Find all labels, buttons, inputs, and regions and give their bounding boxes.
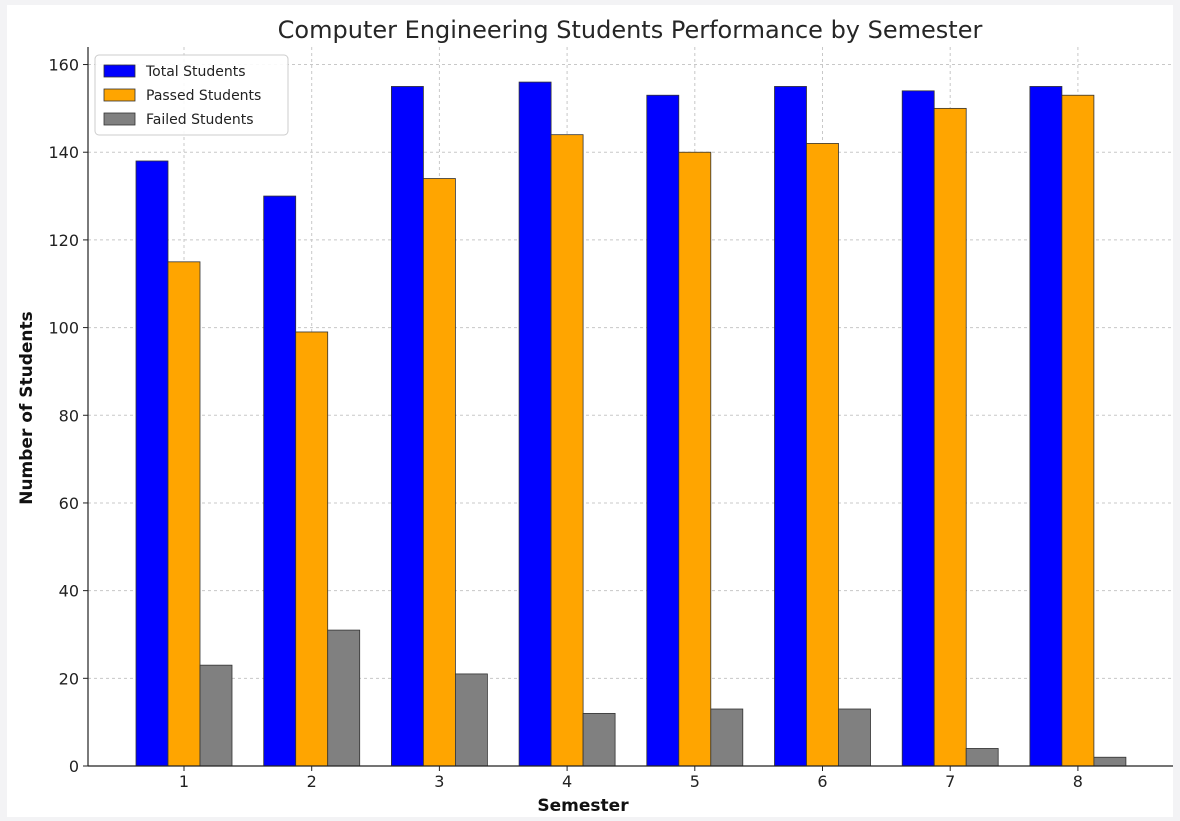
bar-failed-students	[965, 748, 999, 767]
x-tick-label: 3	[434, 772, 444, 791]
bar-passed-students	[550, 134, 584, 767]
bar-passed-students	[933, 107, 967, 767]
y-tick-label: 100	[48, 319, 79, 338]
bar-passed-students	[295, 331, 329, 767]
x-tick-label: 4	[562, 772, 572, 791]
tick-labels: 0 20 40 60 80 100 120 140 160 1 2 3 4 5 6 7 8	[48, 56, 1083, 791]
bar-total-students	[901, 90, 935, 767]
chart-title: Computer Engineering Students Performanc…	[278, 16, 983, 44]
bar-total-students	[263, 195, 297, 767]
bar-passed-students	[1061, 94, 1095, 767]
y-tick-label: 20	[59, 669, 79, 688]
y-axis-label: Number of Students	[17, 311, 37, 505]
bar-total-students	[1029, 86, 1063, 767]
bar-failed-students	[327, 629, 361, 767]
bar-passed-students	[167, 261, 201, 767]
bar-passed-students	[806, 143, 839, 767]
x-tick-label: 8	[1073, 772, 1083, 791]
grid	[88, 47, 1173, 766]
bar-total-students	[390, 86, 424, 767]
bar-failed-students	[454, 673, 488, 767]
bar-failed-students	[1093, 756, 1127, 767]
axes	[83, 47, 1173, 771]
bar-passed-students	[678, 151, 712, 767]
x-tick-label: 5	[690, 772, 700, 791]
x-tick-label: 2	[307, 772, 317, 791]
legend-label: Total Students	[145, 64, 246, 80]
legend-swatch	[103, 112, 136, 126]
x-tick-label: 7	[945, 772, 955, 791]
x-tick-label: 6	[817, 772, 827, 791]
legend-box	[94, 54, 289, 136]
bar-total-students	[135, 160, 169, 767]
bars	[135, 81, 1127, 767]
y-tick-label: 120	[48, 231, 79, 250]
legend-swatch	[103, 64, 136, 78]
bar-passed-students	[422, 178, 456, 767]
bar-failed-students	[710, 708, 744, 767]
y-tick-label: 140	[48, 143, 79, 162]
legend-swatch	[103, 88, 136, 102]
bar-total-students	[518, 81, 552, 767]
bar-failed-students	[838, 708, 871, 767]
y-tick-label: 0	[69, 757, 79, 776]
y-tick-label: 80	[59, 406, 79, 425]
legend-label: Failed Students	[146, 112, 253, 128]
bar-total-students	[774, 86, 807, 767]
y-tick-label: 40	[59, 582, 79, 601]
y-tick-label: 160	[48, 56, 79, 75]
bar-failed-students	[582, 712, 616, 767]
bar-total-students	[646, 94, 680, 767]
y-tick-label: 60	[59, 494, 79, 513]
legend: Total Students Passed Students Failed Stud…	[94, 54, 289, 136]
legend-label: Passed Students	[146, 88, 261, 104]
x-tick-label: 1	[179, 772, 189, 791]
x-axis-label: Semester	[537, 796, 629, 816]
bar-failed-students	[199, 664, 233, 767]
